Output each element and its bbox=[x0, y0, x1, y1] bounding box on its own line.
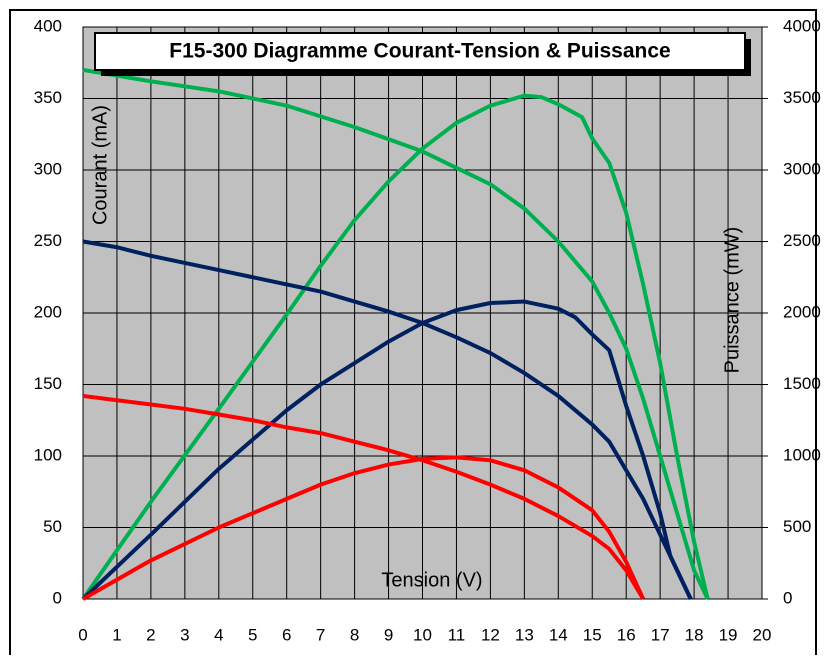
chart-title: F15-300 Diagramme Courant-Tension & Puis… bbox=[169, 40, 670, 63]
y-tick-label: 0 bbox=[53, 588, 62, 607]
y-tick-label: 150 bbox=[34, 374, 62, 393]
y2-tick-label: 500 bbox=[783, 517, 811, 536]
y2-tick-label: 3500 bbox=[783, 88, 821, 107]
x-tick-label: 19 bbox=[719, 625, 738, 644]
series-line bbox=[82, 239, 693, 600]
x-tick-label: 11 bbox=[448, 625, 466, 644]
y2-axis-label: Puissance (mW) bbox=[721, 227, 743, 374]
x-tick-label: 16 bbox=[617, 625, 636, 644]
x-tick-label: 0 bbox=[78, 625, 87, 644]
x-axis-label: Tension (V) bbox=[381, 569, 482, 591]
y-tick-label: 400 bbox=[34, 16, 62, 35]
x-tick-label: 9 bbox=[384, 625, 393, 644]
x-tick-label: 20 bbox=[753, 625, 772, 644]
series-line bbox=[81, 93, 710, 601]
series-line bbox=[81, 299, 693, 601]
title-box bbox=[94, 32, 746, 71]
x-tick-label: 4 bbox=[214, 625, 223, 644]
x-tick-label: 15 bbox=[583, 625, 602, 644]
x-tick-label: 1 bbox=[112, 625, 121, 644]
x-tick-label: 3 bbox=[180, 625, 189, 644]
series-line bbox=[82, 67, 710, 600]
y-tick-label: 50 bbox=[43, 517, 62, 536]
x-tick-label: 2 bbox=[146, 625, 155, 644]
x-tick-label: 8 bbox=[350, 625, 359, 644]
x-tick-label: 13 bbox=[515, 625, 534, 644]
x-tick-label: 6 bbox=[282, 625, 291, 644]
y-tick-label: 350 bbox=[34, 88, 62, 107]
y2-tick-label: 0 bbox=[783, 588, 792, 607]
y-axis-label: Courant (mA) bbox=[89, 105, 111, 225]
x-tick-label: 12 bbox=[481, 625, 500, 644]
x-tick-label: 17 bbox=[651, 625, 670, 644]
x-tick-label: 18 bbox=[685, 625, 704, 644]
x-tick-label: 7 bbox=[316, 625, 325, 644]
x-tick-label: 5 bbox=[248, 625, 257, 644]
y2-tick-label: 4000 bbox=[783, 16, 821, 35]
y2-tick-label: 2500 bbox=[783, 231, 821, 250]
y2-tick-label: 1500 bbox=[783, 374, 821, 393]
y-tick-label: 300 bbox=[34, 159, 62, 178]
y2-tick-label: 1000 bbox=[783, 445, 821, 464]
series-line bbox=[82, 455, 645, 601]
y2-tick-label: 2000 bbox=[783, 302, 821, 321]
x-tick-label: 10 bbox=[413, 625, 432, 644]
y-tick-label: 200 bbox=[34, 302, 62, 321]
x-tick-label: 14 bbox=[549, 625, 568, 644]
y2-tick-label: 3000 bbox=[783, 159, 821, 178]
y-tick-label: 250 bbox=[34, 231, 62, 250]
series-line bbox=[82, 393, 645, 601]
y-tick-label: 100 bbox=[34, 445, 62, 464]
